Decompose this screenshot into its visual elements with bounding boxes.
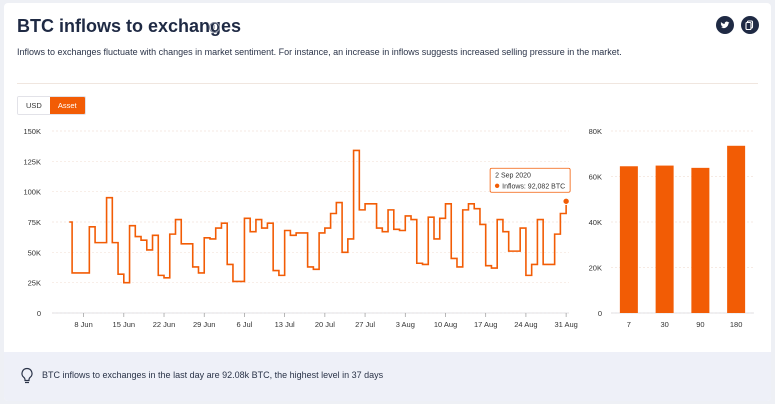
bar-y-tick-label: 20K <box>589 264 602 273</box>
toggle-asset[interactable]: Asset <box>49 97 85 114</box>
inflows-bar-chart: 0 20K 40K 60K 80K 7 30 90 180 <box>589 127 754 329</box>
x-tick-label: 8 Jun <box>74 320 92 329</box>
unit-toggle[interactable]: USD Asset <box>17 96 86 115</box>
divider <box>17 83 758 84</box>
inflows-line-chart: 0 25K 50K 75K 100K 125K 150K 8 Jun 15 Jun 22 Jun 2… <box>23 127 577 329</box>
twitter-icon[interactable] <box>716 16 734 34</box>
insight-bar: BTC inflows to exchanges in the last day… <box>4 352 771 401</box>
bar-category-label: 180 <box>730 320 743 329</box>
y-tick-label: 50K <box>28 248 41 257</box>
x-tick-label: 13 Jul <box>275 320 295 329</box>
tooltip-value: Inflows: 92,082 BTC <box>502 183 565 190</box>
y-tick-label: 100K <box>23 188 41 197</box>
bar-category-label: 7 <box>627 320 631 329</box>
lightbulb-icon <box>21 367 33 384</box>
x-tick-label: 15 Jun <box>113 320 136 329</box>
toggle-usd[interactable]: USD <box>18 97 50 114</box>
x-tick-label: 22 Jun <box>153 320 176 329</box>
x-tick-label: 24 Aug <box>514 320 537 329</box>
y-tick-label: 25K <box>28 279 41 288</box>
tooltip-box <box>489 167 571 193</box>
x-tick-label: 3 Aug <box>396 320 415 329</box>
x-tick-label: 6 Jul <box>237 320 253 329</box>
bar-90 <box>691 167 710 313</box>
inflows-series-line <box>69 149 567 284</box>
copy-icon[interactable] <box>741 16 759 34</box>
x-tick-label: 20 Jul <box>315 320 335 329</box>
bar-y-tick-label: 60K <box>589 173 602 182</box>
insight-text: BTC inflows to exchanges in the last day… <box>42 370 384 380</box>
bar-30 <box>655 165 674 313</box>
bar-y-tick-label: 0 <box>598 309 602 318</box>
x-tick-label: 31 Aug <box>554 320 577 329</box>
y-tick-label: 0 <box>37 309 41 318</box>
chart-card: BTC inflows to exchanges i Inflows to ex… <box>4 3 771 401</box>
x-tick-label: 29 Jun <box>193 320 216 329</box>
bar-category-label: 90 <box>696 320 704 329</box>
tooltip-point <box>562 197 570 205</box>
y-tick-label: 125K <box>23 157 41 166</box>
page-title: BTC inflows to exchanges <box>17 16 242 36</box>
bar-180 <box>727 145 746 313</box>
bar-category-label: 30 <box>660 320 668 329</box>
twitter-glyph <box>720 21 730 29</box>
tooltip-marker <box>494 183 500 188</box>
y-tick-label: 75K <box>28 218 41 227</box>
tooltip-date: 2 Sep 2020 <box>495 172 531 179</box>
y-tick-label: 150K <box>23 127 41 136</box>
bar-7 <box>619 166 638 313</box>
info-icon[interactable]: i <box>209 22 220 33</box>
x-tick-label: 10 Aug <box>434 320 457 329</box>
x-tick-label: 17 Aug <box>474 320 497 329</box>
bar-y-tick-label: 40K <box>589 218 602 227</box>
chart-description: Inflows to exchanges fluctuate with chan… <box>17 47 622 57</box>
bar-y-tick-label: 80K <box>589 127 602 136</box>
copy-glyph <box>745 20 754 31</box>
x-tick-label: 27 Jul <box>355 320 375 329</box>
